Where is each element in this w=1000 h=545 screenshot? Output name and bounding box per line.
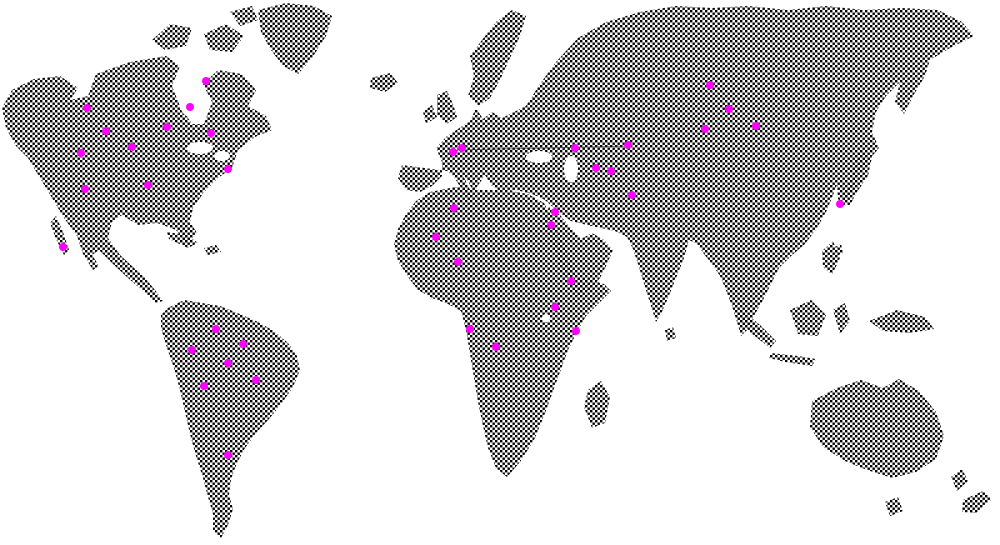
map-marker[interactable] xyxy=(551,303,559,311)
map-marker[interactable] xyxy=(432,233,440,241)
map-marker[interactable] xyxy=(224,165,232,173)
map-marker[interactable] xyxy=(163,123,171,131)
map-marker[interactable] xyxy=(836,200,844,208)
map-marker[interactable] xyxy=(224,451,232,459)
map-marker[interactable] xyxy=(466,325,474,333)
map-marker[interactable] xyxy=(128,143,136,151)
location-markers-layer xyxy=(59,77,844,459)
map-marker[interactable] xyxy=(224,359,232,367)
landmass-arctic-islands-west xyxy=(152,24,192,50)
landmass-greenland xyxy=(258,3,332,74)
map-marker[interactable] xyxy=(449,148,457,156)
landmass-scandinavia xyxy=(468,10,526,106)
landmass-ireland xyxy=(423,105,437,124)
map-marker[interactable] xyxy=(77,149,85,157)
sea-hudson-bay xyxy=(179,83,201,117)
landmass-africa xyxy=(394,187,611,477)
sea-baltic-sea xyxy=(495,89,505,115)
landmass-philippines xyxy=(822,241,840,275)
landmass-arabia xyxy=(543,207,613,296)
map-marker[interactable] xyxy=(212,325,220,333)
sea-black-sea xyxy=(526,151,552,163)
map-marker[interactable] xyxy=(706,81,714,89)
landmass-japan xyxy=(842,149,872,207)
landmass-new-zealand-north xyxy=(951,469,968,491)
map-marker[interactable] xyxy=(551,208,559,216)
landmass-arctic-islands-east xyxy=(204,24,244,52)
landmass-australia xyxy=(810,379,944,478)
map-marker[interactable] xyxy=(186,103,194,111)
landmass-iceland xyxy=(370,73,398,92)
landmass-madagascar xyxy=(584,381,610,428)
map-marker[interactable] xyxy=(252,376,260,384)
map-marker[interactable] xyxy=(701,125,709,133)
sea-lake-victoria xyxy=(542,314,550,322)
map-marker[interactable] xyxy=(628,191,636,199)
map-marker[interactable] xyxy=(450,204,458,212)
landmass-borneo xyxy=(790,300,826,336)
sea-great-lakes-west xyxy=(187,142,213,154)
map-marker[interactable] xyxy=(592,164,600,172)
map-marker[interactable] xyxy=(102,127,110,135)
landmass-cuba xyxy=(167,232,198,248)
sea-great-lakes-east xyxy=(214,151,230,161)
map-marker[interactable] xyxy=(624,141,632,149)
landmass-hispaniola xyxy=(204,245,221,255)
landmass-north-america xyxy=(2,56,272,303)
landmass-java xyxy=(769,353,816,366)
landmass-new-guinea xyxy=(869,310,934,333)
map-marker[interactable] xyxy=(492,343,500,351)
map-marker[interactable] xyxy=(144,181,152,189)
landmass-sri-lanka xyxy=(665,327,676,341)
landmass-eurasia xyxy=(398,6,974,336)
landmass-south-america xyxy=(161,300,300,538)
continents-layer xyxy=(2,3,992,538)
map-marker[interactable] xyxy=(458,144,466,152)
landmass-new-zealand-south xyxy=(962,491,992,513)
map-marker[interactable] xyxy=(81,185,89,193)
map-marker[interactable] xyxy=(239,340,247,348)
map-marker[interactable] xyxy=(567,277,575,285)
inland-seas-layer xyxy=(179,83,578,322)
route-line xyxy=(456,145,632,151)
map-marker[interactable] xyxy=(454,258,462,266)
map-marker[interactable] xyxy=(725,105,733,113)
landmass-sumatra xyxy=(736,309,776,348)
map-marker[interactable] xyxy=(59,243,67,251)
map-marker[interactable] xyxy=(207,129,215,137)
landmass-sulawesi xyxy=(833,303,850,334)
map-marker[interactable] xyxy=(571,144,579,152)
map-marker[interactable] xyxy=(547,221,555,229)
landmass-great-britain xyxy=(437,91,457,124)
map-marker[interactable] xyxy=(200,382,208,390)
map-marker[interactable] xyxy=(83,104,91,112)
landmass-arctic-islands-north xyxy=(230,6,258,26)
map-marker[interactable] xyxy=(202,77,210,85)
map-marker[interactable] xyxy=(572,327,580,335)
map-marker[interactable] xyxy=(607,167,615,175)
landmass-tasmania xyxy=(885,497,903,516)
map-marker[interactable] xyxy=(752,122,760,130)
sea-caspian-sea xyxy=(564,156,578,182)
map-marker[interactable] xyxy=(188,346,196,354)
